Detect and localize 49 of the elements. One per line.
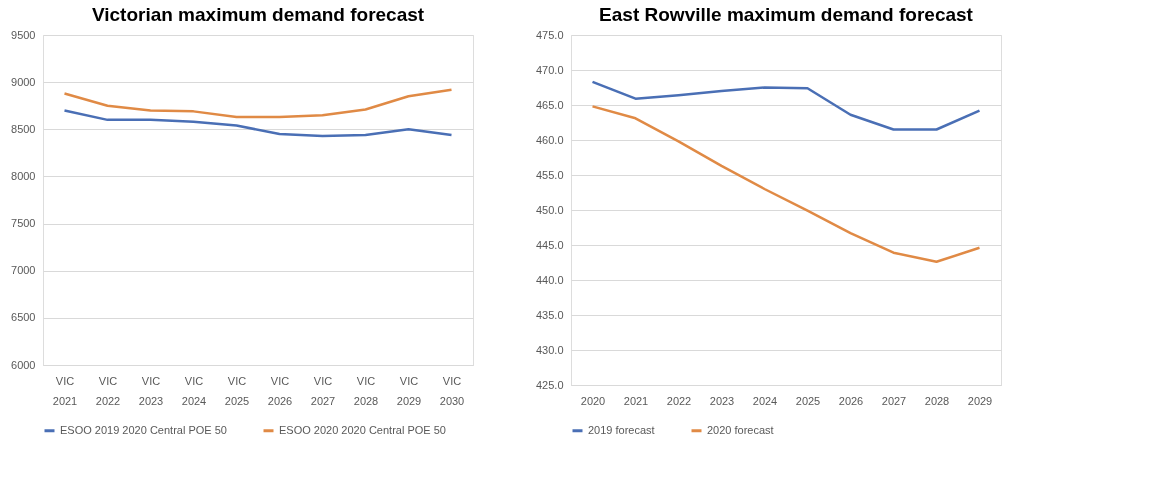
- line-series: [591, 80, 981, 131]
- x-tick-label: 2022: [666, 394, 692, 407]
- chart-title: Victorian maximum demand forecast: [91, 4, 425, 25]
- y-tick-label: 470.0: [535, 63, 564, 76]
- x-tick-label: VIC 2028: [353, 374, 379, 407]
- y-tick-label: 465.0: [535, 98, 564, 111]
- y-tick-label: 6500: [11, 311, 36, 324]
- x-tick-label: 2021: [623, 394, 649, 407]
- y-tick-label: 435.0: [535, 308, 564, 321]
- y-tick-label: 475.0: [535, 28, 564, 41]
- legend-label: ESOO 2019 2020 Central POE 50: [60, 423, 227, 436]
- y-tick-label: 455.0: [535, 168, 564, 181]
- y-tick-label: 425.0: [535, 378, 564, 391]
- x-tick-label: 2028: [924, 394, 950, 407]
- y-tick-label: 440.0: [535, 273, 564, 286]
- y-tick-label: 430.0: [535, 343, 564, 356]
- x-tick-label: 2027: [881, 394, 907, 407]
- legend-label: 2020 forecast: [707, 423, 774, 436]
- chart-title: East Rowville maximum demand forecast: [599, 4, 974, 25]
- line-series: [63, 88, 453, 119]
- x-tick-label: VIC 2026: [267, 374, 293, 407]
- x-tick-label: VIC 2027: [310, 374, 336, 407]
- x-tick-label: 2025: [795, 394, 821, 407]
- x-tick-label: VIC 2024: [181, 374, 207, 407]
- y-tick-label: 9500: [11, 28, 36, 41]
- x-tick-label: VIC 2022: [95, 374, 121, 407]
- x-tick-label: VIC 2023: [138, 374, 164, 407]
- y-tick-label: 445.0: [535, 238, 564, 251]
- legend-label: ESOO 2020 2020 Central POE 50: [279, 423, 446, 436]
- line-series: [63, 109, 453, 138]
- line-series: [591, 105, 981, 264]
- y-tick-label: 7000: [11, 264, 36, 277]
- x-tick-label: VIC 2021: [52, 374, 78, 407]
- y-tick-label: 6000: [11, 358, 36, 371]
- y-tick-label: 7500: [11, 217, 36, 230]
- x-tick-label: 2026: [838, 394, 864, 407]
- x-tick-label: 2029: [967, 394, 993, 407]
- x-tick-label: VIC 2030: [439, 374, 465, 407]
- x-tick-label: 2024: [752, 394, 778, 407]
- y-tick-label: 8500: [11, 122, 36, 135]
- y-tick-label: 450.0: [535, 203, 564, 216]
- y-tick-label: 460.0: [535, 133, 564, 146]
- y-tick-label: 8000: [11, 169, 36, 182]
- y-tick-label: 9000: [11, 75, 36, 88]
- legend-label: 2019 forecast: [588, 423, 655, 436]
- x-tick-label: 2020: [580, 394, 606, 407]
- x-tick-label: VIC 2025: [224, 374, 250, 407]
- x-tick-label: 2023: [709, 394, 735, 407]
- x-tick-label: VIC 2029: [396, 374, 422, 407]
